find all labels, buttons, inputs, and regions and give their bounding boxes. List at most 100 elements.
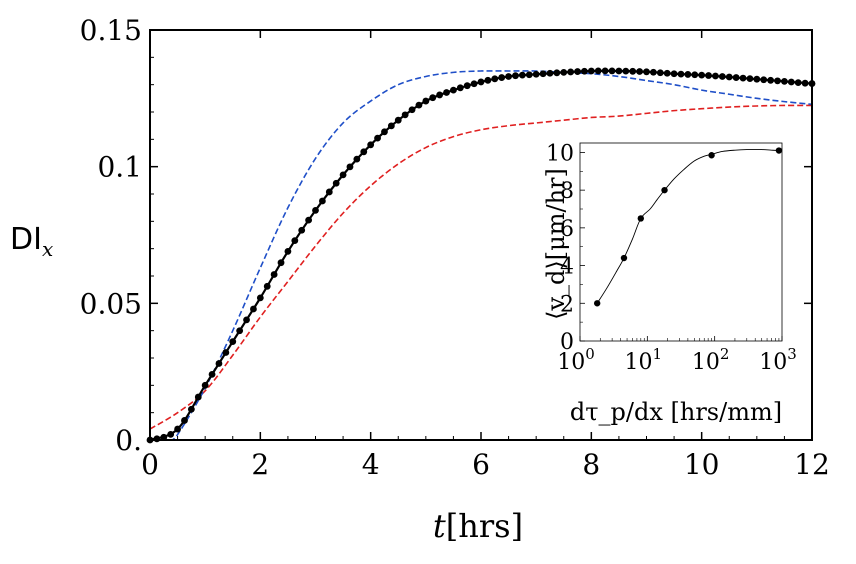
series-point: [208, 371, 216, 378]
series-point: [256, 294, 264, 302]
series-point: [277, 259, 285, 267]
inset-x-tick-base: 10: [557, 350, 585, 375]
series-point: [787, 78, 795, 86]
series-point: [291, 237, 299, 245]
series-point: [222, 349, 230, 356]
series-point: [601, 67, 609, 75]
inset-x-tick-label: 101: [625, 345, 663, 375]
series-point: [643, 68, 650, 76]
inset-data-point: [661, 186, 668, 194]
series-point: [484, 76, 492, 84]
series-point: [712, 72, 719, 80]
series-point: [360, 148, 368, 156]
main-x-tick-label: 2: [251, 448, 269, 481]
series-point: [656, 69, 664, 77]
main-y-tick-label: 0.1: [97, 151, 142, 184]
series-point: [387, 122, 395, 130]
series-point: [560, 68, 568, 76]
series-point: [381, 128, 388, 136]
inset-x-axis-label: dτ_p/dx [hrs/mm]: [570, 398, 782, 426]
series-point: [160, 433, 168, 441]
series-point: [236, 327, 244, 335]
series-point: [250, 305, 257, 313]
series-point: [429, 94, 437, 102]
series-point: [691, 71, 699, 79]
series-point: [615, 67, 623, 75]
inset-x-tick-exp: 0: [585, 345, 595, 363]
series-point: [677, 70, 685, 78]
series-point: [801, 79, 809, 87]
main-x-tick-label: 4: [362, 448, 380, 481]
series-point: [353, 155, 361, 163]
series-line-red-dashed: [149, 104, 813, 430]
series-point: [684, 71, 692, 78]
series-point: [636, 68, 644, 75]
inset-series-layer: [593, 147, 783, 307]
series-point: [339, 171, 347, 179]
inset-x-tick-label: 103: [759, 345, 797, 375]
series-point: [663, 69, 671, 77]
series-point: [394, 116, 402, 124]
main-x-axis-label-var: t: [433, 507, 446, 545]
series-point: [767, 76, 775, 84]
series-point: [194, 393, 202, 401]
series-point: [546, 69, 554, 77]
series-point: [181, 417, 188, 424]
series-point: [491, 75, 499, 83]
inset-y-tick-label: 2: [560, 292, 574, 317]
series-point: [705, 72, 712, 79]
series-point: [774, 77, 781, 85]
main-x-tick-label: 12: [794, 448, 830, 481]
series-point: [270, 271, 278, 278]
series-line-blue-dashed: [168, 70, 813, 441]
series-point: [243, 316, 250, 324]
inset-y-tick-label: 6: [560, 217, 574, 242]
series-point: [532, 70, 540, 78]
series-point: [732, 74, 740, 81]
series-point: [525, 71, 533, 79]
main-x-tick-label: 6: [472, 448, 490, 481]
main-x-tick-label: 0: [141, 448, 159, 481]
series-point: [725, 73, 733, 81]
series-point: [284, 248, 292, 255]
series-point: [298, 226, 306, 234]
series-point: [608, 67, 616, 75]
series-point: [498, 74, 506, 81]
series-point: [574, 68, 581, 75]
series-markers-black-dotted: [146, 67, 816, 444]
series-point: [408, 106, 416, 114]
series-point: [649, 68, 657, 76]
series-point: [463, 82, 471, 90]
inset-data-point: [593, 300, 601, 307]
main-x-axis-label-unit: [hrs]: [446, 507, 523, 545]
main-y-axis-label-sub: x: [42, 237, 53, 261]
main-x-axis-label: t[hrs]: [433, 507, 523, 545]
series-point: [325, 188, 333, 196]
series-point: [263, 282, 271, 290]
inset-x-tick-base: 10: [692, 350, 720, 375]
main-ticks: 0 2 4 6 8 10 120.0.050.10.15: [80, 14, 830, 481]
main-y-tick-label: 0.15: [80, 14, 142, 47]
series-point: [318, 197, 326, 205]
inset-data-point: [637, 215, 645, 222]
series-point: [450, 86, 457, 94]
inset-x-tick-exp: 3: [787, 345, 797, 363]
inset-x-tick-label: 100: [557, 345, 595, 375]
series-point: [415, 101, 423, 109]
series-point: [587, 67, 595, 75]
series-point: [794, 79, 802, 87]
inset-frame: [579, 142, 783, 342]
series-point: [753, 75, 761, 83]
inset-x-tick-exp: 1: [653, 345, 663, 363]
series-point: [698, 71, 706, 79]
series-point: [187, 405, 195, 413]
inset-y-tick-label: 8: [560, 179, 574, 204]
series-point: [401, 111, 409, 119]
series-point: [470, 80, 478, 88]
main-y-axis-label: DIx: [10, 222, 53, 261]
series-point: [505, 73, 512, 80]
series-point: [718, 73, 726, 80]
inset-y-tick-label: 0: [560, 330, 574, 355]
